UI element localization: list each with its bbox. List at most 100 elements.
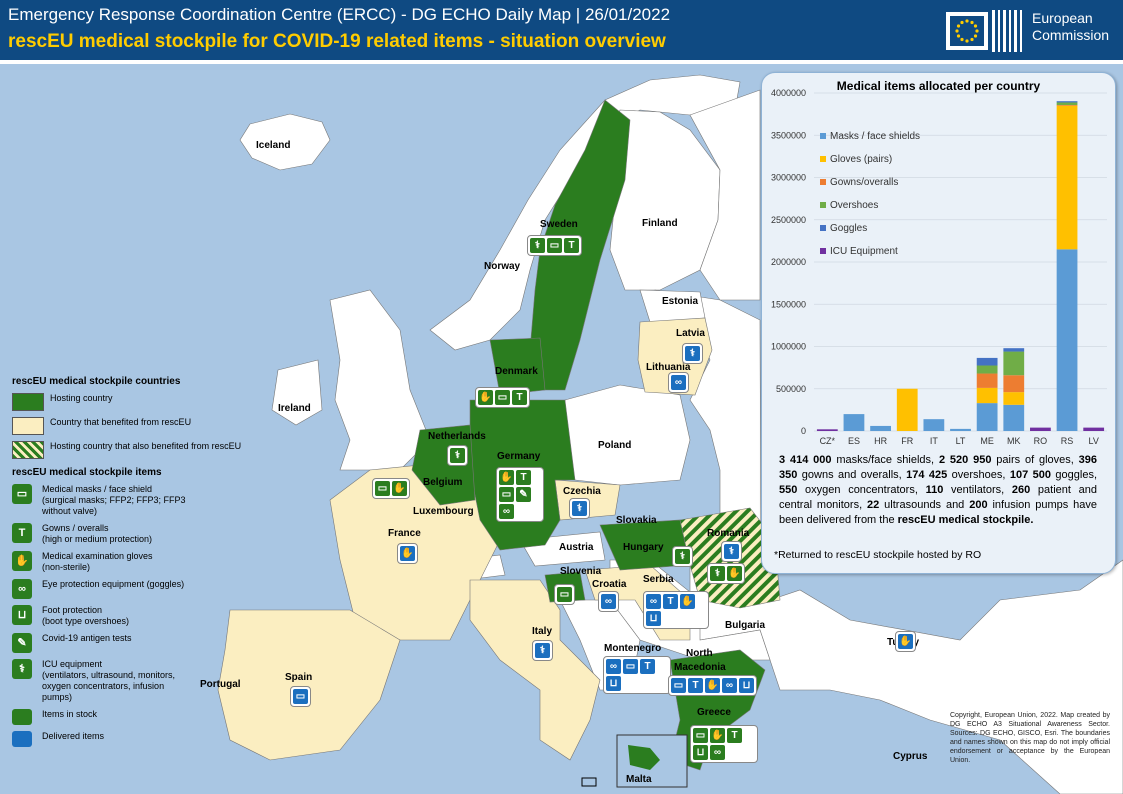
in-stock-swatch	[12, 709, 32, 725]
romania-delivered-items[interactable]: ⚕	[721, 541, 742, 562]
icu-icon: ⚕	[535, 643, 550, 658]
bar-segment	[976, 365, 998, 374]
label-poland: Poland	[598, 440, 632, 451]
x-tick-label: IT	[930, 436, 939, 446]
legend-delivered: Delivered items	[12, 731, 268, 747]
greece-items[interactable]: ▭ ✋ T ⊔ ∞	[690, 725, 758, 763]
mask-icon: ▭	[557, 587, 572, 602]
czechia-items[interactable]: ⚕	[569, 498, 590, 519]
bar-segment	[1056, 104, 1078, 106]
bar-segment	[1003, 348, 1025, 352]
mask-icon: ▭	[495, 390, 510, 405]
copyright-note: Copyright, European Union, 2022. Map cre…	[950, 712, 1110, 764]
gloves-icon: ✋	[680, 594, 695, 609]
goggles-icon: ∞	[710, 745, 725, 760]
italy-items[interactable]: ⚕	[532, 640, 553, 661]
bar-segment	[870, 425, 891, 431]
poland-shape	[564, 384, 691, 486]
montenegro-items[interactable]: ∞ ▭ T ⊔	[603, 656, 671, 694]
legend-swatch	[820, 202, 826, 208]
label-iceland: Iceland	[256, 140, 291, 151]
foot-protection-icon: ⊔	[646, 611, 661, 626]
bar-segment	[976, 387, 998, 404]
slovenia-items[interactable]: ▭	[554, 584, 575, 605]
chart-title: Medical items allocated per country	[836, 79, 1041, 93]
y-tick-label: 4000000	[771, 89, 806, 98]
label-austria: Austria	[559, 542, 594, 553]
bar-segment	[1003, 351, 1025, 376]
label-italy: Italy	[532, 626, 553, 637]
denmark-items[interactable]: ✋ ▭ T	[475, 387, 530, 408]
y-tick-label: 3000000	[771, 173, 806, 183]
mask-icon: ▭	[623, 659, 638, 674]
spain-portugal-shape	[217, 609, 401, 761]
romania-stock-items[interactable]: ⚕ ✋	[707, 563, 745, 584]
latvia-items[interactable]: ⚕	[682, 343, 703, 364]
map-title: Emergency Response Coordination Centre (…	[8, 5, 671, 24]
bar-segment	[1003, 375, 1025, 393]
bar-segment	[1003, 404, 1025, 431]
antigen-test-icon: ✎	[516, 487, 531, 502]
icu-icon: ⚕	[685, 346, 700, 361]
x-tick-label: MK	[1007, 436, 1021, 446]
gloves-icon: ✋	[727, 566, 742, 581]
croatia-items[interactable]: ∞	[598, 591, 619, 612]
legend-hosting: Hosting country	[12, 393, 268, 411]
gown-icon: T	[12, 523, 32, 543]
goggles-icon: ∞	[499, 504, 514, 519]
chart-panel: Medical items allocated per country 0 500…	[761, 72, 1116, 574]
label-romania: Romania	[707, 528, 750, 539]
hungary-items[interactable]: ⚕	[672, 546, 693, 567]
spain-items[interactable]: ▭	[290, 686, 311, 707]
map-legend: rescEU medical stockpile countries Hosti…	[6, 372, 268, 753]
serbia-items[interactable]: ∞ T ✋ ⊔	[643, 591, 709, 629]
icu-icon: ⚕	[450, 448, 465, 463]
legend-in-stock: Items in stock	[12, 709, 268, 725]
legend-swatch	[820, 248, 826, 254]
netherlands-items[interactable]: ⚕	[447, 445, 468, 466]
bar-segment	[923, 419, 945, 431]
baltic-east-shape	[654, 289, 1123, 794]
bar-segment	[1056, 101, 1078, 103]
legend-tests: ✎ Covid-19 antigen tests	[12, 633, 268, 653]
y-tick-label: 1500000	[771, 299, 806, 309]
bar-segment	[976, 403, 998, 431]
gloves-icon: ✋	[12, 551, 32, 571]
uk-shape	[329, 289, 431, 471]
x-tick-label: LV	[1089, 436, 1099, 446]
bar-segment	[1003, 392, 1025, 405]
label-norway: Norway	[484, 261, 521, 272]
label-estonia: Estonia	[662, 296, 699, 307]
legend-benefited: Country that benefited from rescEU	[12, 417, 268, 435]
bar-segment	[950, 428, 971, 431]
belgium-items[interactable]: ▭ ✋	[372, 478, 410, 499]
foot-protection-icon: ⊔	[606, 676, 621, 691]
antigen-test-icon: ✎	[12, 633, 32, 653]
sweden-items[interactable]: ⚕ ▭ T	[527, 235, 582, 256]
label-slovakia: Slovakia	[616, 515, 657, 526]
header-bar: Emergency Response Coordination Centre (…	[0, 0, 1123, 60]
gown-icon: T	[688, 678, 703, 693]
lithuania-items[interactable]: ∞	[668, 372, 689, 393]
label-lithuania: Lithuania	[646, 362, 691, 373]
label-cyprus: Cyprus	[893, 751, 928, 762]
north-macedonia-items[interactable]: ▭ T ✋ ∞ ⊔	[668, 675, 757, 696]
x-tick-label: RS	[1061, 436, 1074, 446]
label-luxembourg: Luxembourg	[413, 506, 474, 517]
turkey-items[interactable]: ✋	[895, 631, 916, 652]
label-france: France	[388, 528, 421, 539]
label-latvia: Latvia	[676, 328, 705, 339]
bar-segment	[1056, 102, 1078, 105]
hosting-swatch	[12, 393, 44, 411]
label-czechia: Czechia	[563, 486, 601, 497]
icu-icon: ⚕	[572, 501, 587, 516]
foot-protection-icon: ⊔	[739, 678, 754, 693]
bar-segment	[1030, 427, 1051, 431]
legend-gloves: ✋ Medical examination gloves (non-sterile…	[12, 551, 268, 573]
label-north-macedonia-2: Macedonia	[674, 662, 726, 673]
gown-icon: T	[512, 390, 527, 405]
france-items[interactable]: ✋	[397, 543, 418, 564]
germany-items[interactable]: ✋ T ▭ ✎ ∞	[496, 467, 544, 522]
icu-icon: ⚕	[675, 549, 690, 564]
y-tick-label: 2500000	[771, 215, 806, 225]
